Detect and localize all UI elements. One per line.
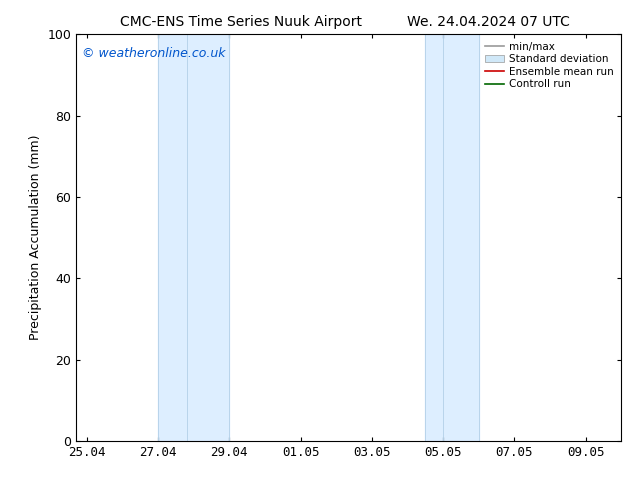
Text: © weatheronline.co.uk: © weatheronline.co.uk (82, 47, 225, 59)
Text: CMC-ENS Time Series Nuuk Airport: CMC-ENS Time Series Nuuk Airport (120, 15, 362, 29)
Text: We. 24.04.2024 07 UTC: We. 24.04.2024 07 UTC (407, 15, 569, 29)
Bar (425, 34, 479, 441)
Bar (158, 34, 230, 441)
Y-axis label: Precipitation Accumulation (mm): Precipitation Accumulation (mm) (29, 135, 42, 341)
Legend: min/max, Standard deviation, Ensemble mean run, Controll run: min/max, Standard deviation, Ensemble me… (483, 40, 616, 92)
